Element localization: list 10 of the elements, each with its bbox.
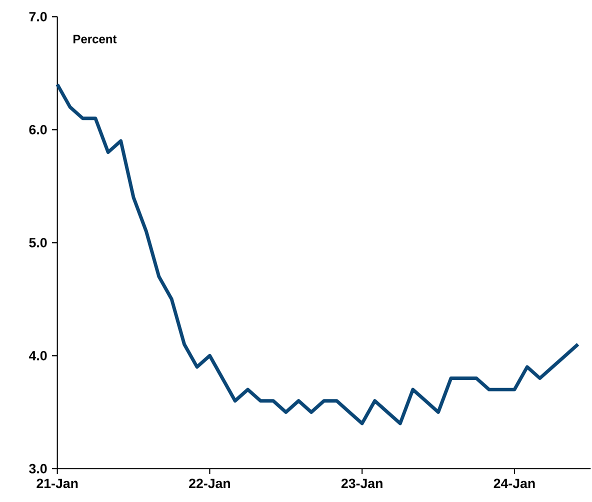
y-tick-label: 3.0 — [29, 464, 47, 474]
y-tick-label: 5.0 — [29, 238, 47, 248]
y-tick-label: 4.0 — [28, 350, 47, 360]
annotation: Percent — [74, 34, 117, 44]
y-tick-label: 6.0 — [29, 124, 47, 134]
x-tick-label: 23-Jan — [341, 478, 382, 488]
x-tick-label: 24-Jan — [494, 478, 535, 488]
x-tick-label: 22-Jan — [189, 478, 230, 488]
y-tick-label: 7.0 — [29, 12, 47, 22]
x-tick-label: 21-Jan — [36, 478, 78, 488]
